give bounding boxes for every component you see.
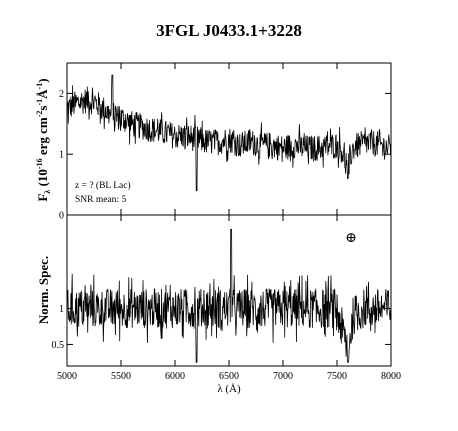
bottom-spectrum-line [66,228,392,363]
xtick-label: 7000 [273,371,293,382]
xtick-label: 5000 [57,371,77,382]
bottom-ytick-label: 1 [59,304,64,315]
top-y-axis-label: Fλ (10-16 erg cm-2s-1Å-1) [35,78,52,201]
top-spectrum-series [66,74,392,192]
top-spectrum-line [66,74,392,192]
top-ytick-label: 2 [59,89,64,100]
x-axis-label: λ (Å) [217,383,241,395]
bottom-spectrum-series [66,228,392,363]
bottom-panel-frame [66,214,392,367]
redshift-annotation: z = ? (BL Lac) [75,180,131,191]
xtick-label: 6000 [165,371,185,382]
xtick-label: 6500 [219,371,239,382]
xtick-label: 8000 [381,371,401,382]
bottom-ytick-label: 0.5 [52,340,65,351]
chart-title: 3FGL J0433.1+3228 [156,21,302,40]
top-ytick-label: 0 [59,211,64,222]
axis-ticks: 0 1 2 0.5 1 5000 5500 6000 6500 7000 7500 8000 [52,63,401,382]
telluric-symbol: ⊕ [345,231,357,246]
snr-annotation: SNR mean: 5 [75,195,126,205]
bottom-y-axis-label: Norm. Spec. [36,256,51,324]
top-ytick-label: 1 [59,150,64,161]
xtick-label: 7500 [327,371,347,382]
xtick-label: 5500 [111,371,131,382]
